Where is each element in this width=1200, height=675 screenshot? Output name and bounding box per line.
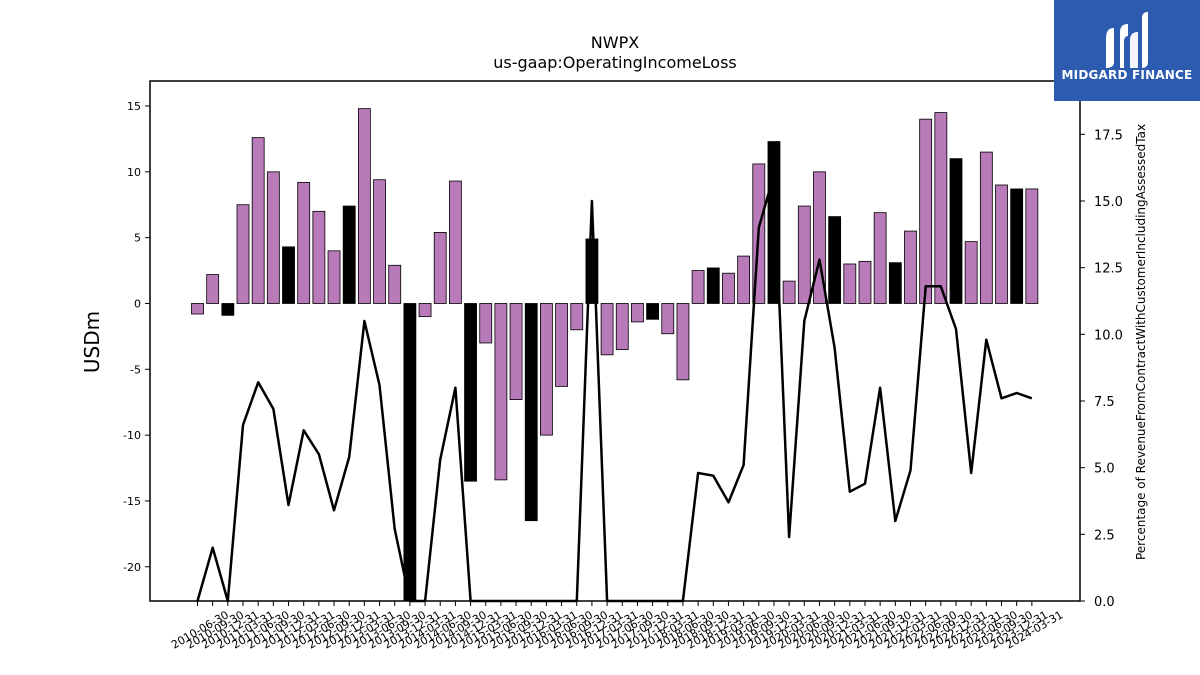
bar-2015-03-31	[479, 303, 493, 344]
y-tick-label: -10	[123, 429, 141, 442]
plot-frame	[149, 80, 1081, 602]
bar-2022-12-31	[949, 158, 963, 304]
x-axis-ticks: 2010-06-302010-09-302010-12-312011-03-31…	[169, 601, 1065, 652]
bar-2018-06-30	[676, 303, 690, 381]
bar-2014-12-31	[464, 303, 477, 482]
bar-2011-06-30	[251, 137, 265, 304]
bar-2013-06-30	[373, 179, 386, 304]
bar-2020-03-31	[782, 280, 796, 304]
bar-2015-06-30	[494, 303, 508, 481]
bar-2011-09-30	[266, 171, 280, 304]
bar-2010-12-31	[221, 303, 235, 316]
y2-axis-label: Percentage of RevenueFromContractWithCus…	[1134, 124, 1148, 560]
bar-2013-12-31	[403, 303, 417, 602]
bar-2013-09-30	[388, 264, 402, 304]
y2-tick-label: 15.0	[1094, 195, 1123, 210]
bar-2022-09-30	[934, 112, 948, 304]
y-tick-label: -5	[130, 363, 141, 376]
y-tick-label: 0	[134, 297, 141, 310]
bar-2010-09-30	[206, 274, 220, 304]
bar-2018-03-31	[661, 303, 675, 335]
chart-subtitle: us-gaap:OperatingIncomeLoss	[493, 53, 737, 72]
bar-2012-09-30	[327, 250, 341, 304]
bar-2023-03-31	[964, 241, 978, 304]
y-axis-ticks: -20 -15 -10 -5 0 5 10 15	[123, 100, 150, 574]
y2-axis-ticks: 0.0 2.5 5.0 7.5 10.0 12.5 15.0 17.5	[1080, 128, 1123, 610]
y-axis-label: USDm	[80, 311, 104, 373]
y2-tick-label: 17.5	[1094, 128, 1123, 143]
y-tick-label: -15	[123, 495, 141, 508]
y2-tick-label: 2.5	[1094, 528, 1115, 543]
bar-2012-03-31	[297, 181, 311, 304]
bar-2022-06-30	[919, 118, 933, 304]
y2-tick-label: 5.0	[1094, 462, 1115, 477]
y-tick-label: -20	[123, 561, 141, 574]
bar-2021-03-31	[843, 263, 857, 304]
bar-2017-03-31	[600, 303, 614, 356]
bar-2016-06-30	[555, 303, 568, 387]
bar-2017-09-30	[631, 303, 644, 323]
bar-2018-09-30	[691, 270, 705, 304]
bar-2019-06-30	[737, 255, 751, 304]
bar-2021-06-30	[858, 260, 872, 304]
y2-tick-label: 7.5	[1094, 395, 1115, 410]
bar-2020-06-30	[797, 205, 811, 304]
bar-series	[191, 108, 1039, 602]
midgard-m-logo-icon	[1106, 12, 1148, 68]
bar-2016-09-30	[570, 303, 584, 331]
bar-2020-12-31	[828, 216, 842, 304]
bar-2015-12-31	[524, 303, 538, 522]
y2-tick-label: 10.0	[1094, 328, 1123, 343]
bar-2010-06-30	[191, 303, 204, 315]
bar-2019-03-31	[722, 272, 735, 304]
bar-2013-03-31	[357, 108, 371, 304]
bar-2014-09-30	[448, 180, 462, 304]
bar-2011-03-31	[236, 204, 250, 304]
y-tick-label: 15	[127, 100, 141, 113]
y2-tick-label: 0.0	[1094, 595, 1115, 610]
bar-2014-03-31	[418, 303, 432, 318]
bar-2024-03-31	[1025, 188, 1039, 304]
brand-name: MIDGARD FINANCE	[1061, 68, 1193, 82]
bar-2011-12-31	[282, 246, 295, 304]
bar-2018-12-31	[706, 267, 720, 304]
bar-2022-03-31	[904, 230, 917, 304]
bar-2015-09-30	[509, 303, 523, 400]
chart-title: NWPX	[591, 33, 639, 52]
y-tick-label: 10	[127, 166, 141, 179]
brand-logo: MIDGARD FINANCE	[1054, 0, 1200, 101]
y-tick-label: 5	[134, 232, 141, 245]
bar-2014-06-30	[433, 231, 447, 304]
bar-2017-12-31	[646, 303, 659, 320]
bar-2012-06-30	[312, 210, 326, 304]
bar-2021-12-31	[888, 262, 902, 304]
bar-2012-12-31	[342, 205, 356, 304]
bar-2023-06-30	[979, 151, 993, 304]
bar-2021-09-30	[873, 212, 887, 304]
bar-2023-12-31	[1010, 188, 1024, 304]
bar-2016-03-31	[540, 303, 553, 436]
y2-tick-label: 12.5	[1094, 262, 1123, 277]
bar-2017-06-30	[615, 303, 629, 350]
bar-2023-09-30	[995, 184, 1008, 304]
